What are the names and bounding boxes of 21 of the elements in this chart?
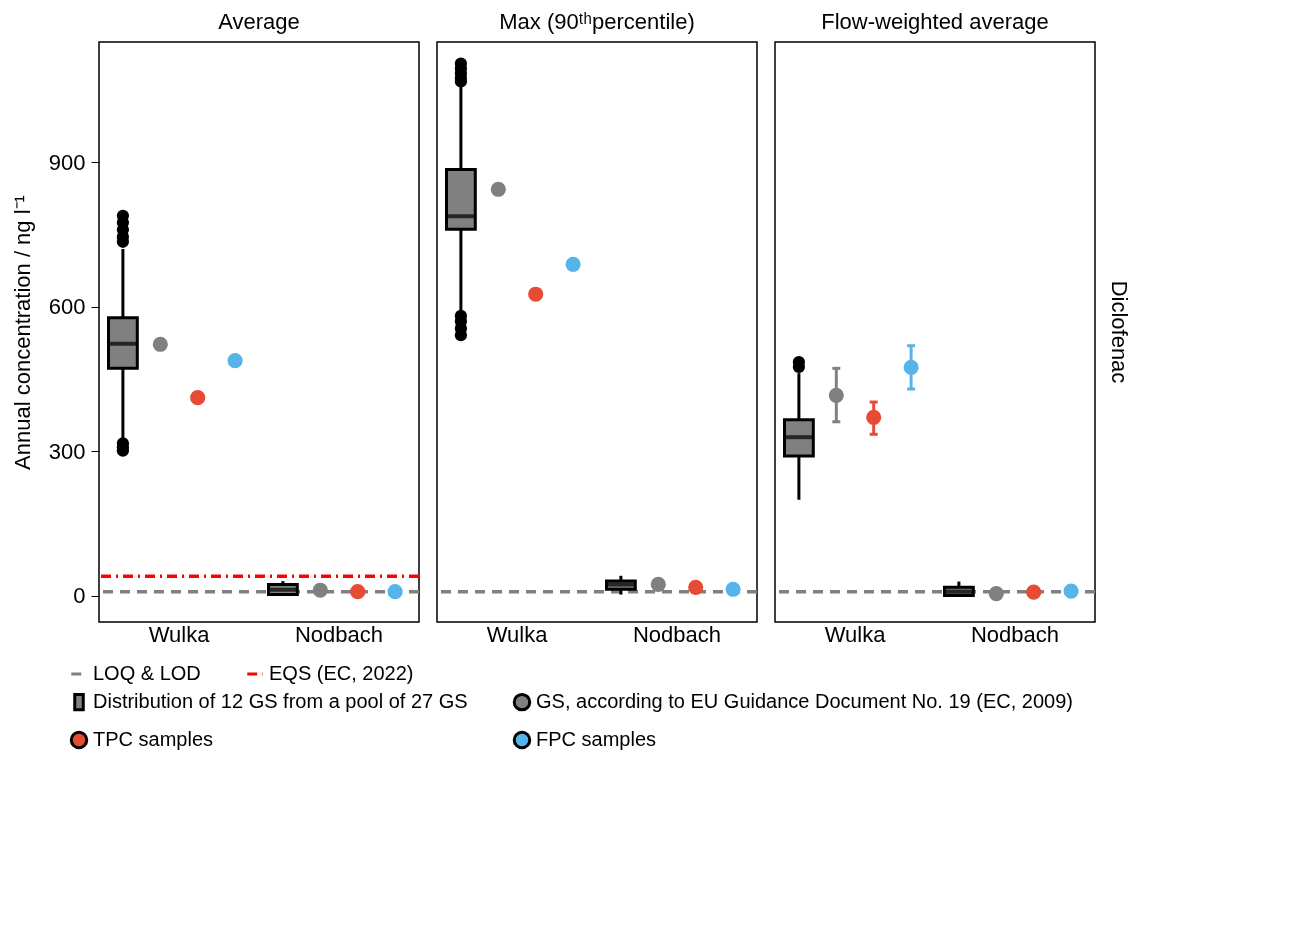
legend-label: TPC samples bbox=[93, 728, 214, 750]
chart-title: Average bbox=[218, 9, 300, 34]
y-tick-label: 300 bbox=[48, 438, 86, 464]
x-tick-label: Nodbach bbox=[294, 621, 384, 647]
y-axis-title: Annual concentration / ng l⁻¹ bbox=[9, 195, 35, 470]
x-tick-label: Wulka bbox=[824, 621, 887, 647]
y-tick-label: 0 bbox=[73, 583, 86, 609]
y-tick-label: 900 bbox=[48, 149, 86, 175]
chart-title: Flow-weighted average bbox=[821, 9, 1049, 34]
x-tick-label: Wulka bbox=[148, 621, 211, 647]
y-tick-label: 600 bbox=[48, 294, 86, 320]
x-tick-label: Wulka bbox=[486, 621, 549, 647]
legend-label: FPC samples bbox=[536, 728, 657, 750]
x-tick-label: Nodbach bbox=[632, 621, 722, 647]
legend-label: Distribution of 12 GS from a pool of 27 GS bbox=[93, 690, 468, 713]
text: Diclofenac bbox=[1107, 280, 1132, 384]
legend-label: GS, according to EU Guidance Document No. 19 (EC, 2009) bbox=[536, 690, 1073, 713]
chart-title: Max (90ᵗʰpercentile) bbox=[499, 9, 695, 34]
legend-label: EQS (EC, 2022) bbox=[269, 662, 414, 684]
legend-label: LOQ & LOD bbox=[93, 662, 201, 684]
x-tick-label: Nodbach bbox=[970, 621, 1060, 647]
